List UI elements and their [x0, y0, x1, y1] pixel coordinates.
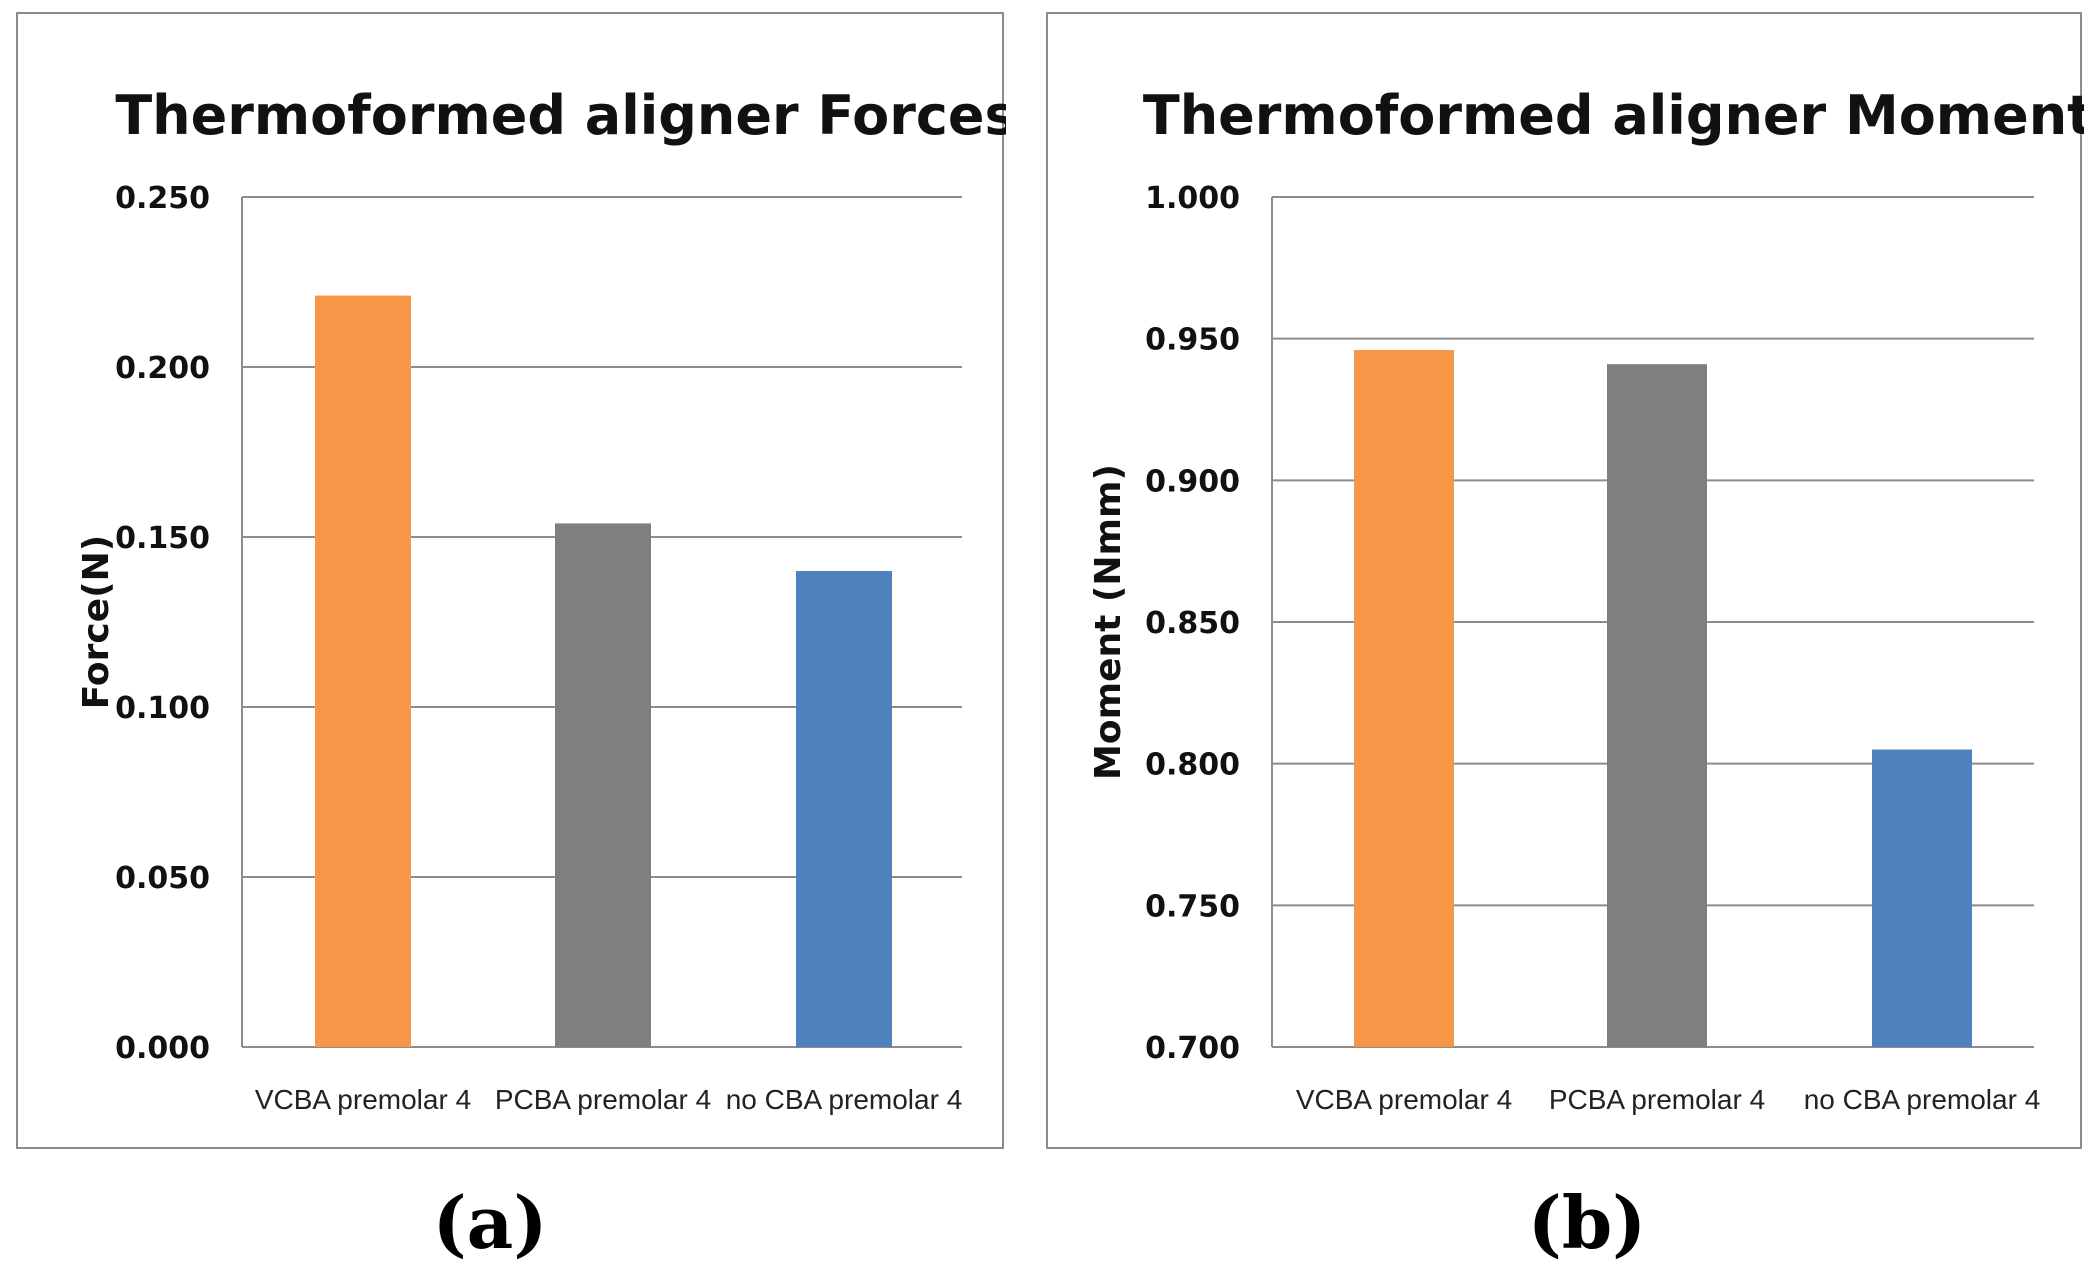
forces-y-tick-label: 0.000: [115, 1031, 210, 1066]
forces-y-tick-label: 0.050: [115, 861, 210, 896]
moments-category-label: VCBA premolar 4: [1296, 1084, 1512, 1115]
moments-category-label: no CBA premolar 4: [1804, 1084, 2041, 1115]
moments-category-label: PCBA premolar 4: [1549, 1084, 1765, 1115]
panel-label-a: (a): [432, 1180, 548, 1265]
forces-chart-svg: Thermoformed aligner Forces 0.000 0.050 0.1…: [76, 84, 1006, 1115]
moments-y-tick-label: 0.750: [1145, 889, 1240, 924]
moments-y-axis-label: Moment (Nmm): [1088, 464, 1129, 780]
moments-bar: [1354, 350, 1454, 1047]
forces-bar: [315, 295, 411, 1048]
forces-bar: [555, 523, 651, 1047]
forces-category-label: VCBA premolar 4: [255, 1084, 471, 1115]
forces-y-tick-label: 0.100: [115, 691, 210, 726]
moments-y-tick-label: 1.000: [1145, 181, 1240, 216]
forces-y-tick-label: 0.200: [115, 351, 210, 386]
forces-y-tick-label: 0.250: [115, 181, 210, 216]
chart-panel-forces: Thermoformed aligner Forces 0.000 0.050 0.1…: [16, 12, 1006, 1149]
forces-y-tick-label: 0.150: [115, 521, 210, 556]
moments-chart-svg: Thermoformed aligner Moments 0.700 0.750 0.…: [1088, 84, 2084, 1115]
forces-y-axis-label: Force(N): [76, 535, 117, 709]
moments-bar: [1872, 749, 1972, 1047]
moments-chart-title: Thermoformed aligner Moments: [1143, 84, 2084, 147]
chart-panel-moments: Thermoformed aligner Moments 0.700 0.750 0.…: [1046, 12, 2084, 1149]
forces-category-label: no CBA premolar 4: [726, 1084, 963, 1115]
moments-y-tick-label: 0.900: [1145, 464, 1240, 499]
moments-bar: [1607, 364, 1707, 1048]
panel-label-b: (b): [1527, 1180, 1647, 1265]
forces-category-label: PCBA premolar 4: [495, 1084, 711, 1115]
moments-y-tick-label: 0.700: [1145, 1031, 1240, 1066]
moments-y-tick-label: 0.950: [1145, 323, 1240, 358]
forces-bar: [796, 571, 892, 1047]
moments-y-tick-label: 0.800: [1145, 748, 1240, 783]
moments-y-tick-label: 0.850: [1145, 606, 1240, 641]
forces-chart-title: Thermoformed aligner Forces: [115, 84, 1006, 147]
